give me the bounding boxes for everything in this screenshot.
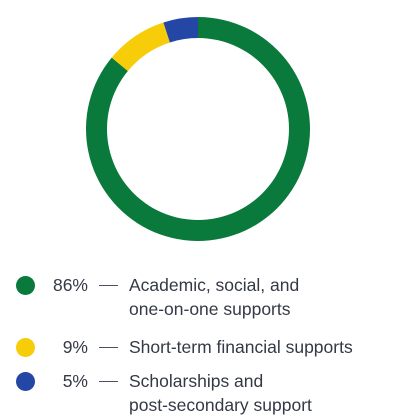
legend-percent: 5% (62, 371, 88, 391)
legend-label-line: Scholarships and (129, 371, 264, 391)
legend-dash (99, 381, 118, 383)
legend-percent: 9% (62, 337, 88, 357)
legend-dash (99, 285, 118, 287)
donut-slice-1 (111, 22, 170, 71)
legend-label-line: post-secondary support (129, 395, 312, 415)
legend-label-line: Short-term financial supports (129, 337, 353, 357)
donut-slice-2 (163, 17, 198, 43)
legend-dash (99, 347, 118, 349)
donut-chart-svg (86, 17, 310, 241)
donut-chart (86, 12, 310, 246)
legend-label: Scholarships and post-secondary support (129, 369, 395, 417)
legend-label: Academic, social, and one-on-one support… (129, 273, 395, 321)
legend-label-line: Academic, social, and (129, 275, 300, 295)
legend-swatch-yellow (16, 338, 35, 357)
legend-percent: 86% (52, 275, 88, 295)
legend-swatch-green (16, 276, 35, 295)
legend-label: Short-term financial supports (129, 335, 395, 359)
legend-swatch-blue (16, 372, 35, 391)
legend-label-line: one-on-one supports (129, 299, 291, 319)
